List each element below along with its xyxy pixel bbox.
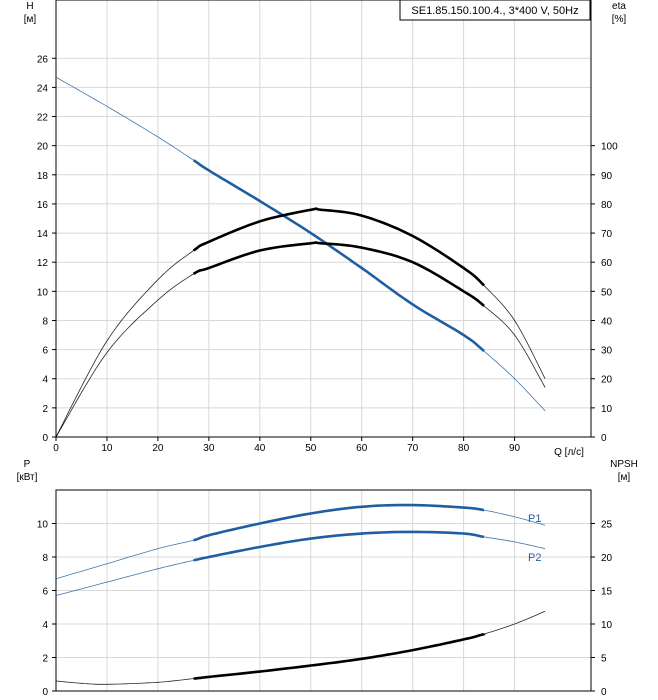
top-left-tick-label: 4 bbox=[42, 375, 48, 386]
p2-curve-label: P2 bbox=[528, 552, 541, 564]
top-left-tick-label: 22 bbox=[37, 113, 49, 124]
bottom-left-tick-label: 6 bbox=[42, 587, 48, 598]
top-x-tick-label: 80 bbox=[458, 443, 470, 454]
top-left-tick-label: 14 bbox=[37, 229, 49, 240]
bottom-left-tick-label: 0 bbox=[42, 687, 48, 698]
h-axis-label: H bbox=[26, 1, 33, 12]
p-axis-unit: [кВт] bbox=[17, 472, 38, 483]
q-axis-label: Q [л/с] bbox=[554, 447, 584, 458]
top-right-tick-label: 70 bbox=[601, 229, 613, 240]
bottom-left-tick-label: 8 bbox=[42, 553, 48, 564]
top-right-tick-label: 0 bbox=[601, 433, 607, 444]
top-x-tick-label: 90 bbox=[509, 443, 521, 454]
top-x-tick-label: 70 bbox=[407, 443, 419, 454]
bottom-plot-tick-labels: 0 2 4 6 8 10 0 5 10 15 20 25 bbox=[37, 520, 613, 699]
bottom-right-tick-label: 0 bbox=[601, 687, 607, 698]
top-left-tick-label: 8 bbox=[42, 316, 48, 327]
npsh-axis-label: NPSH bbox=[610, 459, 638, 470]
chart-title-box bbox=[399, 0, 591, 21]
top-eta-operating-range-1 bbox=[192, 207, 485, 287]
top-right-tick-label: 80 bbox=[601, 200, 613, 211]
bottom-plot-curves bbox=[55, 503, 546, 685]
top-right-tick-label: 40 bbox=[601, 316, 613, 327]
bottom-left-tick-label: 2 bbox=[42, 654, 48, 665]
top-right-tick-label: 30 bbox=[601, 346, 613, 357]
top-x-tick-label: 0 bbox=[53, 443, 59, 454]
top-left-tick-label: 10 bbox=[37, 287, 49, 298]
h-axis-unit: [м] bbox=[24, 14, 37, 25]
chart-title: SE1.85.150.100.4., 3*400 V, 50Hz bbox=[411, 5, 578, 17]
top-right-tick-label: 90 bbox=[601, 171, 613, 182]
eta-axis-label: eta bbox=[612, 1, 626, 12]
top-x-tick-label: 30 bbox=[203, 443, 215, 454]
top-left-tick-label: 2 bbox=[42, 404, 48, 415]
top-x-tick-label: 40 bbox=[254, 443, 266, 454]
top-eta-operating-range-2 bbox=[192, 241, 485, 307]
bottom-p2-operating-range-1 bbox=[193, 530, 485, 562]
bottom-p1-operating-range-0 bbox=[193, 503, 485, 542]
top-h-operating-range-0 bbox=[192, 159, 485, 353]
top-right-tick-label: 100 bbox=[601, 142, 618, 153]
top-left-tick-label: 6 bbox=[42, 346, 48, 357]
top-left-tick-label: 26 bbox=[37, 54, 49, 65]
bottom-left-tick-label: 10 bbox=[37, 520, 49, 531]
npsh-axis-unit: [м] bbox=[618, 472, 631, 483]
p-axis-label: P bbox=[24, 459, 31, 470]
top-x-tick-label: 50 bbox=[305, 443, 317, 454]
top-left-tick-label: 24 bbox=[37, 83, 49, 94]
p1-curve-label: P1 bbox=[528, 513, 541, 525]
top-right-tick-label: 10 bbox=[601, 404, 613, 415]
eta-axis-unit: [%] bbox=[612, 14, 627, 25]
top-x-tick-label: 10 bbox=[101, 443, 113, 454]
bottom-npsh-operating-range-2 bbox=[193, 632, 486, 680]
bottom-right-tick-label: 5 bbox=[601, 654, 607, 665]
bottom-left-tick-label: 4 bbox=[42, 620, 48, 631]
top-right-tick-label: 60 bbox=[601, 258, 613, 269]
top-plot-frame bbox=[55, 0, 592, 438]
top-plot-tick-labels: 0246810121416182022242601020304050607080… bbox=[37, 54, 618, 454]
top-left-tick-label: 0 bbox=[42, 433, 48, 444]
top-left-tick-label: 18 bbox=[37, 171, 49, 182]
bottom-right-tick-label: 10 bbox=[601, 620, 613, 631]
bottom-right-tick-label: 20 bbox=[601, 553, 613, 564]
bottom-right-tick-label: 15 bbox=[601, 587, 613, 598]
top-left-tick-label: 16 bbox=[37, 200, 49, 211]
bottom-right-tick-label: 25 bbox=[601, 520, 613, 531]
top-right-tick-label: 20 bbox=[601, 375, 613, 386]
top-x-tick-label: 60 bbox=[356, 443, 368, 454]
top-x-tick-label: 20 bbox=[152, 443, 164, 454]
top-right-tick-label: 50 bbox=[601, 287, 613, 298]
top-plot-curves bbox=[55, 76, 546, 438]
top-left-tick-label: 12 bbox=[37, 258, 49, 269]
top-left-tick-label: 20 bbox=[37, 142, 49, 153]
